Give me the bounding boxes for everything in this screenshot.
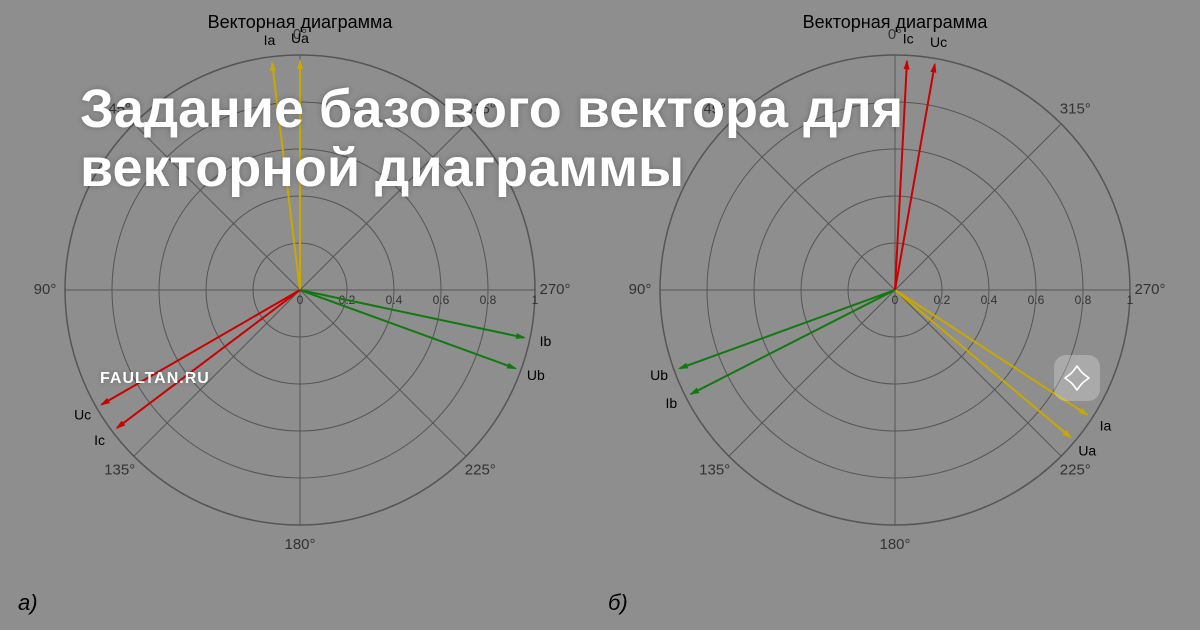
svg-text:0.4: 0.4 [981, 293, 998, 307]
chart-title-b: Векторная диаграмма [745, 12, 1045, 33]
svg-text:Ib: Ib [540, 333, 552, 349]
svg-text:180°: 180° [879, 536, 910, 553]
svg-text:0.8: 0.8 [1075, 293, 1092, 307]
svg-text:Ub: Ub [650, 367, 668, 383]
svg-text:0.2: 0.2 [934, 293, 951, 307]
svg-text:Ib: Ib [666, 395, 678, 411]
panel-label-b: б) [608, 590, 628, 616]
svg-text:Ub: Ub [527, 367, 545, 383]
svg-text:Uc: Uc [74, 407, 91, 423]
svg-text:Ic: Ic [94, 432, 105, 448]
svg-text:90°: 90° [34, 281, 57, 298]
svg-text:0: 0 [297, 293, 304, 307]
headline-text: Задание базового вектора для векторной д… [80, 80, 1120, 199]
svg-text:135°: 135° [104, 461, 135, 478]
svg-text:225°: 225° [1060, 461, 1091, 478]
panel-label-a: а) [18, 590, 38, 616]
zen-badge-icon [1054, 355, 1100, 401]
chart-title-a: Векторная диаграмма [150, 12, 450, 33]
svg-text:0.8: 0.8 [480, 293, 497, 307]
watermark-text: FAULTAN.RU [100, 370, 210, 388]
svg-text:0.6: 0.6 [1028, 293, 1045, 307]
svg-text:Ia: Ia [264, 32, 276, 48]
svg-text:0.6: 0.6 [433, 293, 450, 307]
svg-text:270°: 270° [539, 281, 570, 298]
svg-text:1: 1 [1127, 293, 1134, 307]
svg-text:Uc: Uc [930, 34, 947, 50]
svg-text:0.4: 0.4 [386, 293, 403, 307]
svg-text:Ua: Ua [1078, 442, 1096, 458]
svg-text:180°: 180° [284, 536, 315, 553]
svg-text:225°: 225° [465, 461, 496, 478]
svg-text:270°: 270° [1134, 281, 1165, 298]
svg-text:Ia: Ia [1100, 418, 1112, 434]
svg-text:135°: 135° [699, 461, 730, 478]
svg-text:0: 0 [892, 293, 899, 307]
stage: 0°45°90°135°180°225°270°315°00.20.40.60.… [0, 0, 1200, 630]
svg-text:1: 1 [532, 293, 539, 307]
svg-text:90°: 90° [629, 281, 652, 298]
